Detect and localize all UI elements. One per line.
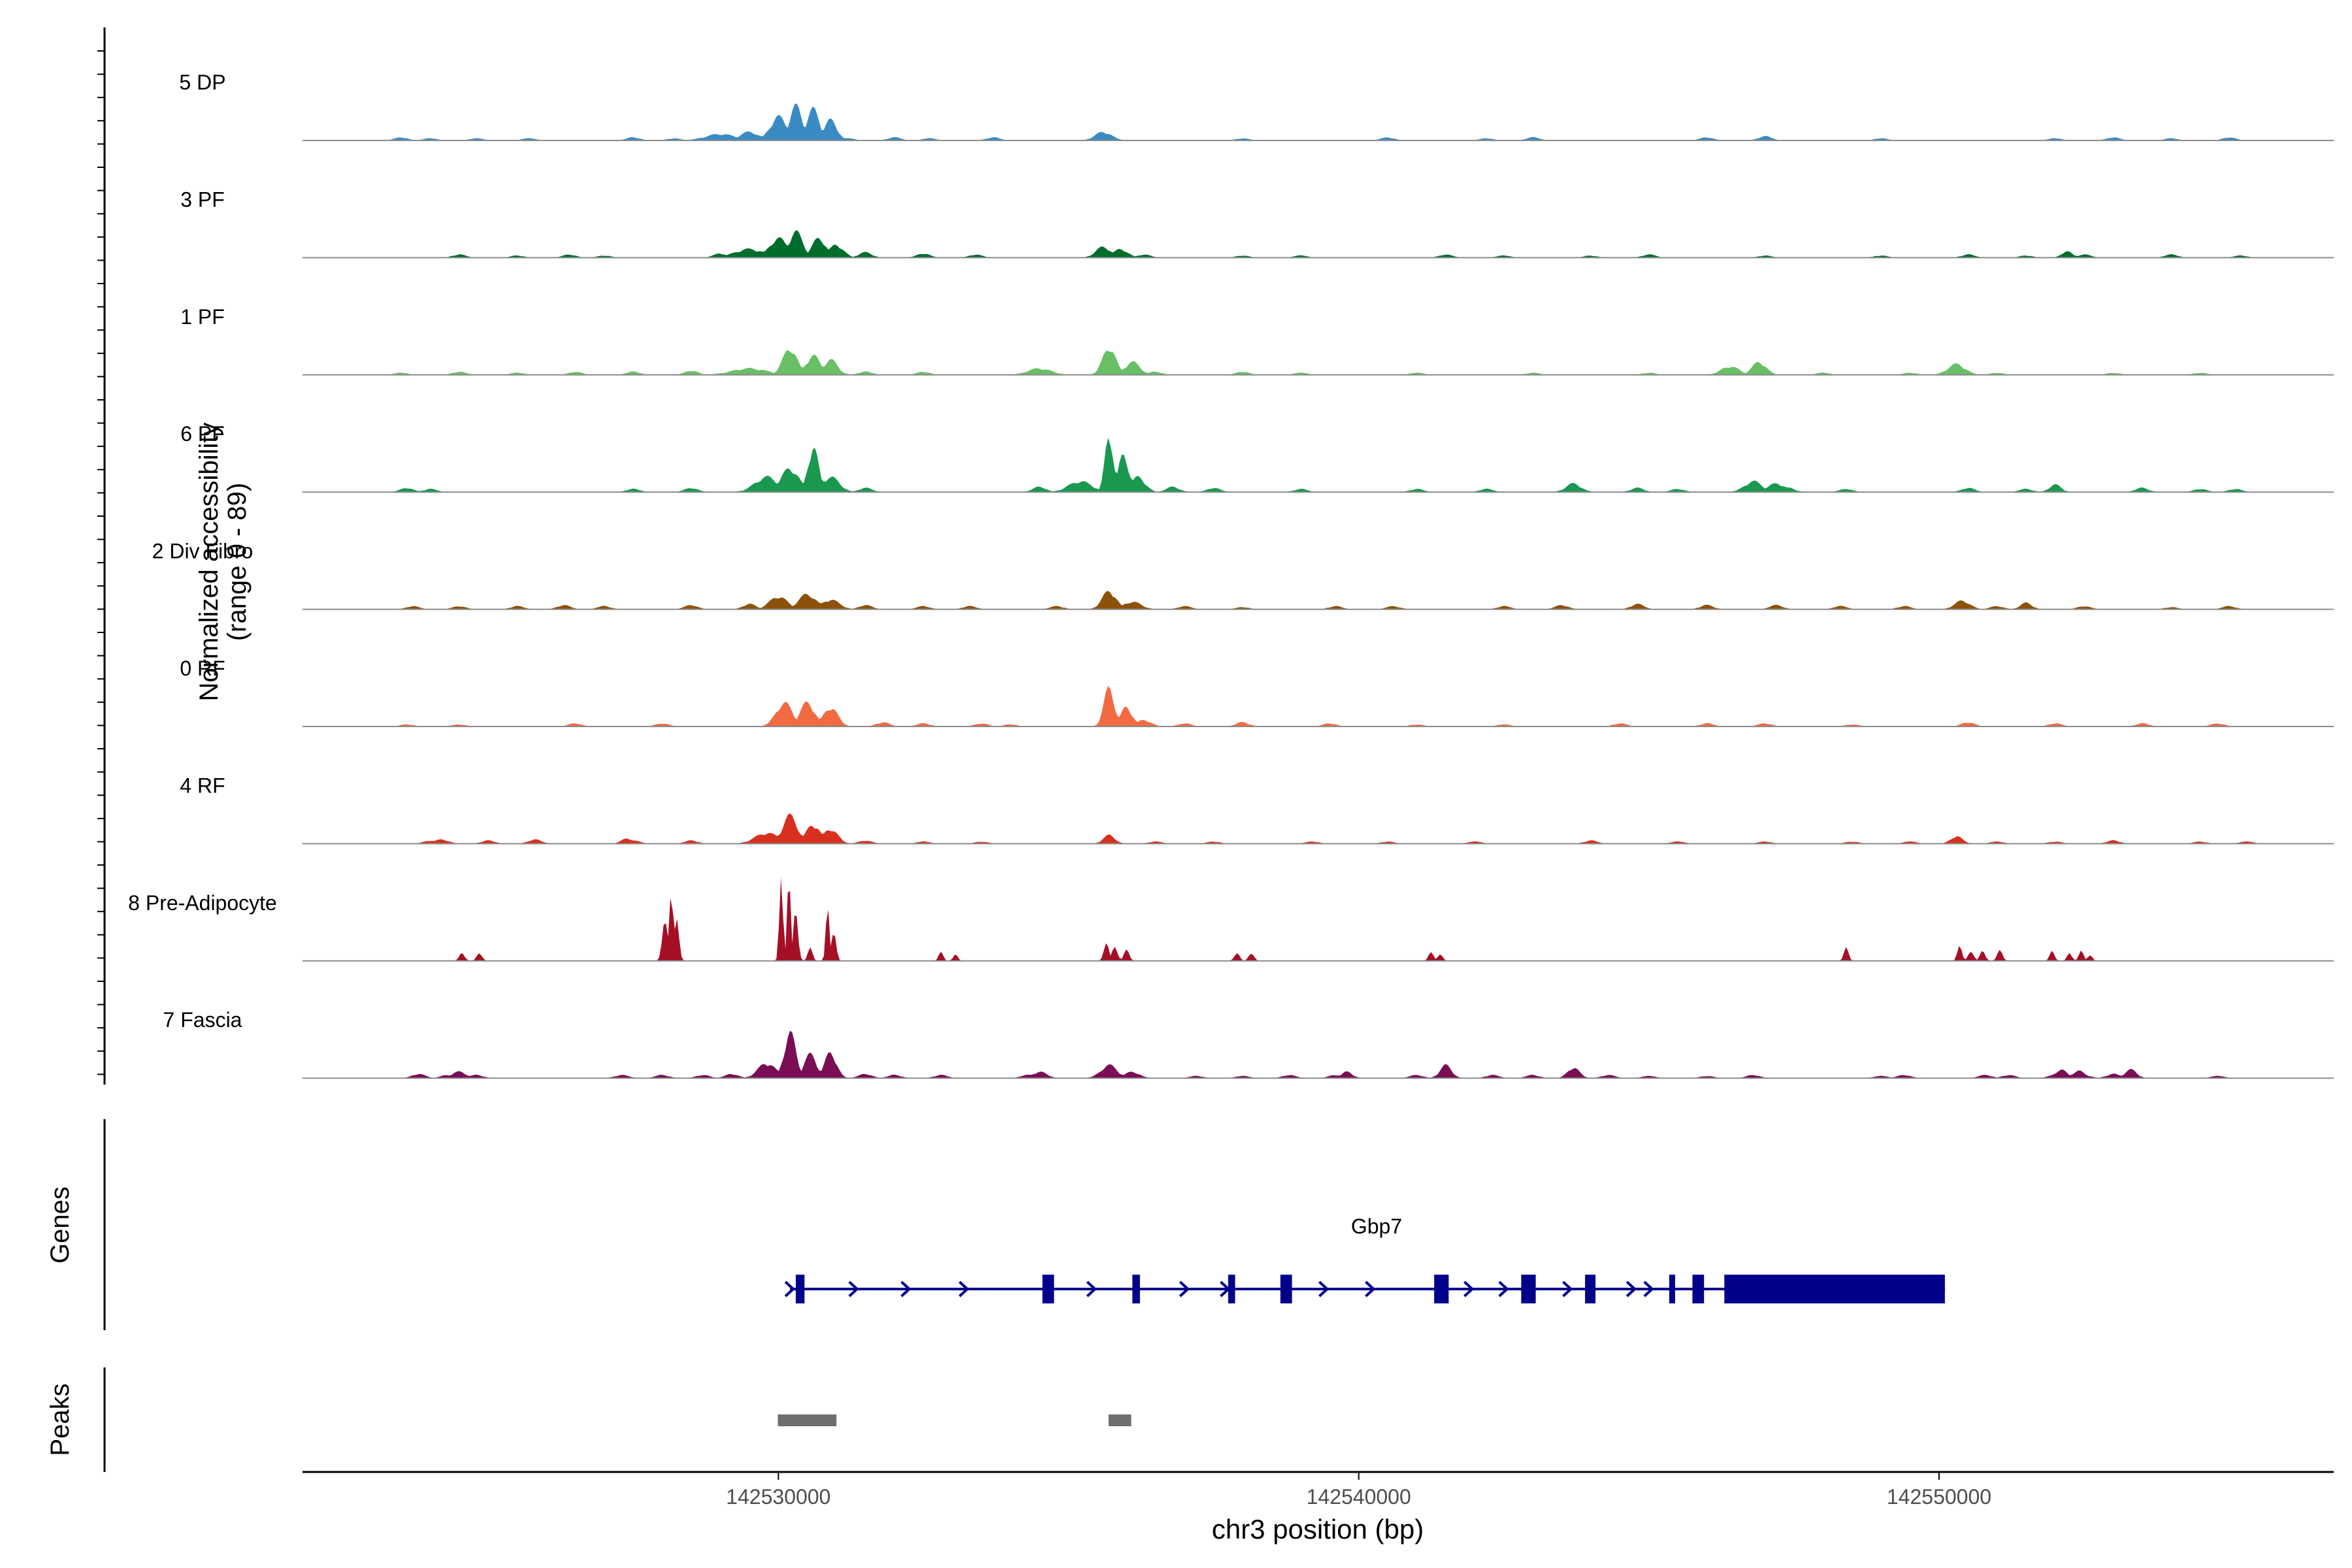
track-label: 1 PF [180,305,225,329]
gene-exon [1724,1275,1945,1303]
gene-strand-arrow [1220,1281,1231,1298]
track-label: 6 PF [180,422,225,446]
y-axis-label-line2: (range 0 - 89) [223,483,252,641]
gene-name-label: Gbp7 [1351,1215,1402,1238]
track-3-pf: 3 PF [180,188,2334,259]
peak-region [1108,1414,1132,1426]
track-8-pre-adipocyte: 8 Pre-Adipocyte [128,877,2334,962]
coverage-y-ticks [97,50,105,1075]
x-tick-label: 142530000 [726,1485,830,1509]
x-axis-title: chr3 position (bp) [1212,1514,1424,1544]
track-label: 0 RF [180,657,225,680]
gene-strand-arrow [784,1281,796,1298]
track-label: 5 DP [179,71,225,94]
x-tick-label: 142550000 [1887,1485,1991,1509]
track-signal [302,350,2334,375]
track-label: 2 Div Fibro [152,540,253,563]
track-label: 4 RF [180,774,225,797]
track-signal [302,813,2334,844]
gene-strand-arrow [1365,1281,1376,1298]
track-2-div-fibro: 2 Div Fibro [152,540,2334,610]
gene-strand-arrow [1498,1281,1509,1298]
gene-strand-arrow [900,1281,911,1298]
x-tick-label: 142540000 [1307,1485,1411,1509]
genes-panel-label: Genes [46,1186,74,1264]
track-label: 8 Pre-Adipocyte [128,891,277,915]
track-1-pf: 1 PF [180,305,2334,376]
x-axis-ticks: 142530000 142540000 142550000 [726,1472,1991,1509]
gene-exon [1669,1275,1675,1303]
gene-exon [1280,1275,1292,1303]
track-label: 3 PF [180,188,225,211]
gene-strand-arrow [958,1281,970,1298]
track-5-dp: 5 DP [179,71,2334,141]
gene-strand-arrow [1562,1281,1573,1298]
gene-exon [1521,1275,1536,1303]
gene-exon [1042,1275,1054,1303]
gene-exon [1692,1275,1705,1303]
coverage-tracks: 5 DP 3 PF 1 PF 6 PF 2 Div Fibro 0 RF 4 RF 8 Pre… [128,71,2334,1079]
track-4-rf: 4 RF [180,774,2334,845]
track-signal [302,103,2334,140]
gene-exon [1228,1275,1235,1303]
track-6-pf: 6 PF [180,422,2334,493]
track-label: 7 Fascia [163,1008,242,1032]
track-7-fascia: 7 Fascia [163,1008,2334,1079]
peaks-panel-label: Peaks [46,1383,74,1456]
gene-strand-arrow [1318,1281,1330,1298]
gene-exon [796,1275,805,1303]
gene-strand-arrow [1643,1281,1654,1298]
peak-regions [777,1414,1132,1426]
track-signal [302,437,2334,493]
gene-strand-arrow [1625,1281,1637,1298]
gene-strand-arrow [1179,1281,1190,1298]
track-signal [302,1030,2334,1079]
y-axis-label-line1: Normalized accessibility [195,423,223,702]
gene-exon [1585,1275,1596,1303]
gene-strand-arrow [1463,1281,1475,1298]
gene-exon [1132,1275,1140,1303]
track-0-rf: 0 RF [180,657,2334,727]
gene-strand-arrow [1086,1281,1098,1298]
track-signal [302,230,2334,258]
track-signal [302,685,2334,727]
track-signal [302,591,2334,610]
gene-exon [1434,1275,1449,1303]
gene-model [784,1275,1945,1303]
gene-strand-arrow [848,1281,859,1298]
peak-region [777,1414,837,1426]
